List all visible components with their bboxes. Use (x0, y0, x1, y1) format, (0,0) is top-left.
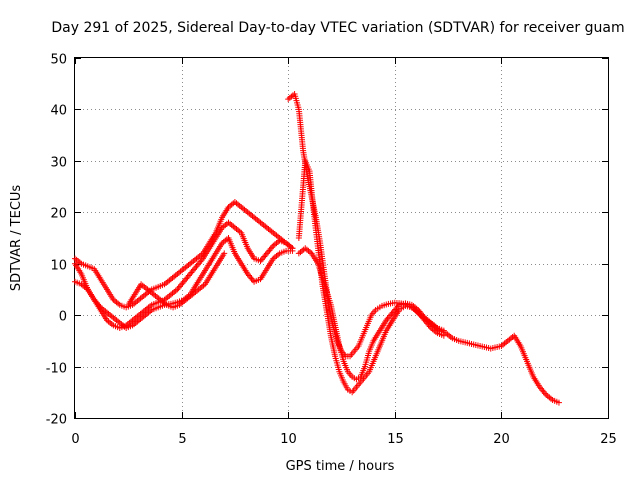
x-tick-label: 0 (71, 432, 79, 447)
y-tick-label: 50 (50, 53, 67, 68)
data-point (289, 247, 296, 254)
y-tick-label: 0 (59, 310, 67, 325)
x-tick-label: 25 (600, 432, 617, 447)
data-point (440, 332, 447, 339)
y-tick-label: 10 (50, 259, 67, 274)
y-tick-label: -10 (46, 362, 67, 377)
data-point (555, 399, 562, 406)
data-points (72, 91, 562, 406)
data-point (440, 327, 447, 334)
chart-title: Day 291 of 2025, Sidereal Day-to-day VTE… (51, 20, 624, 36)
x-tick-label: 10 (280, 432, 297, 447)
grid (75, 58, 608, 418)
plot-frame (74, 57, 609, 419)
x-tick-label: 15 (387, 432, 404, 447)
axis-ticks: 0 5 10 15 20 25 -20 -10 0 10 20 30 40 50 (46, 53, 617, 448)
x-axis-label: GPS time / hours (286, 459, 395, 474)
y-axis-label: SDTVAR / TECUs (9, 185, 24, 292)
x-tick-label: 20 (493, 432, 510, 447)
y-tick-label: 40 (50, 104, 67, 119)
data-point (221, 250, 228, 257)
y-tick-label: 20 (50, 207, 67, 222)
y-tick-label: -20 (46, 413, 67, 428)
y-tick-label: 30 (50, 156, 67, 171)
x-tick-label: 5 (178, 432, 186, 447)
